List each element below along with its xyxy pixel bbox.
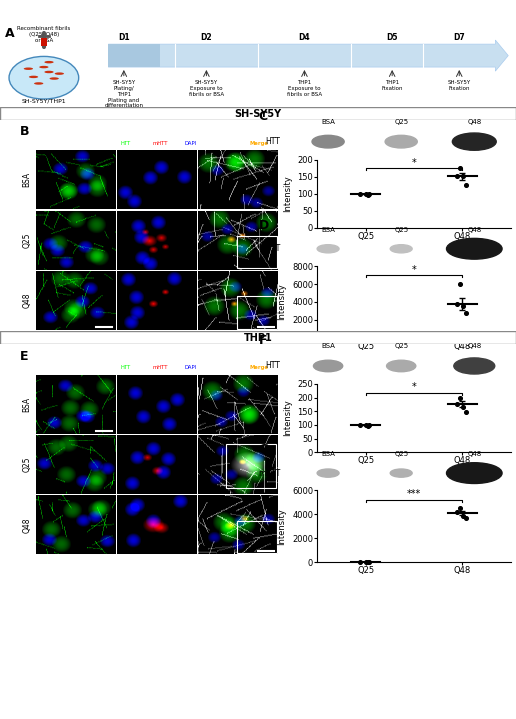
Text: Recombinant fibrils
(Q25, Q48)
or BSA: Recombinant fibrils (Q25, Q48) or BSA <box>17 26 71 42</box>
Ellipse shape <box>55 73 64 75</box>
Text: mHTT: mHTT <box>153 141 168 146</box>
Text: B: B <box>20 125 29 138</box>
Text: BSA: BSA <box>23 396 31 412</box>
Ellipse shape <box>44 61 54 63</box>
Point <box>364 420 372 431</box>
Text: D7: D7 <box>454 32 465 42</box>
Text: D: D <box>259 219 269 232</box>
Text: D1: D1 <box>118 32 130 42</box>
Text: *: * <box>412 383 416 393</box>
Text: BSA: BSA <box>321 119 335 125</box>
Text: Merge: Merge <box>249 141 268 146</box>
Text: Q25: Q25 <box>23 457 31 472</box>
Bar <box>236 236 277 268</box>
Circle shape <box>385 135 417 148</box>
Text: Q25: Q25 <box>394 227 408 233</box>
Text: D2: D2 <box>201 32 212 42</box>
Text: HTT: HTT <box>120 365 131 370</box>
Point <box>456 162 464 173</box>
Point <box>356 188 364 200</box>
Circle shape <box>317 244 339 253</box>
Point <box>361 557 369 568</box>
Text: ***: *** <box>407 490 421 500</box>
Text: Merge: Merge <box>249 365 268 370</box>
Ellipse shape <box>50 78 59 80</box>
Ellipse shape <box>39 66 49 68</box>
Point <box>459 510 467 521</box>
Text: DAPI: DAPI <box>185 365 197 370</box>
Text: mHTT: mHTT <box>143 125 171 134</box>
Point <box>365 556 374 567</box>
Text: SH-SY5Y
Plating/
THP1
Plating and
differentiation: SH-SY5Y Plating/ THP1 Plating and differ… <box>104 81 143 109</box>
Ellipse shape <box>44 70 54 73</box>
Text: SH-SY5Y: SH-SY5Y <box>234 109 282 119</box>
Text: HTT: HTT <box>67 349 86 358</box>
Point <box>459 401 467 413</box>
Point <box>453 506 461 518</box>
Text: SH-SY5Y/THP1: SH-SY5Y/THP1 <box>22 99 66 104</box>
Point <box>453 170 461 182</box>
Point <box>462 180 470 191</box>
FancyArrow shape <box>108 40 508 71</box>
Text: HTT: HTT <box>266 137 281 146</box>
Point <box>462 406 470 418</box>
Circle shape <box>453 133 496 150</box>
Text: DAPI: DAPI <box>185 141 197 146</box>
Text: mHTT: mHTT <box>143 349 171 358</box>
Y-axis label: Intensity: Intensity <box>278 508 286 545</box>
Text: THP1
Exposure to
fibrils or BSA: THP1 Exposure to fibrils or BSA <box>287 81 322 97</box>
Text: Phalloidin: Phalloidin <box>217 365 243 370</box>
Text: BSA: BSA <box>321 343 335 349</box>
Point <box>361 419 369 431</box>
Text: mHTT: mHTT <box>153 365 168 370</box>
Text: *: * <box>412 265 416 275</box>
Text: F: F <box>259 334 267 347</box>
Text: *: * <box>412 158 416 168</box>
Text: Q48: Q48 <box>467 452 481 457</box>
Y-axis label: Intensity: Intensity <box>278 283 286 321</box>
Point <box>356 556 364 567</box>
Bar <box>41 37 47 46</box>
Point <box>365 188 374 200</box>
Text: Q48: Q48 <box>467 343 481 349</box>
Point <box>364 332 372 344</box>
Text: Q48: Q48 <box>467 227 481 233</box>
Circle shape <box>390 469 412 477</box>
Point <box>459 170 467 182</box>
Text: mHTT: mHTT <box>259 469 281 477</box>
Bar <box>236 521 277 553</box>
Circle shape <box>454 358 495 374</box>
Text: Q25: Q25 <box>394 119 408 125</box>
Circle shape <box>312 135 344 148</box>
Text: Q25: Q25 <box>394 452 408 457</box>
Point <box>356 332 364 344</box>
Text: SH-SY5Y
Fixation: SH-SY5Y Fixation <box>448 81 471 91</box>
Text: THP1: THP1 <box>244 333 272 343</box>
Point <box>364 189 372 201</box>
Point <box>456 278 464 290</box>
Point <box>356 420 364 431</box>
Text: Seeding of endogenous Htt: Seeding of endogenous Htt <box>178 6 338 19</box>
Bar <box>236 296 277 329</box>
Point <box>462 307 470 319</box>
Point <box>453 398 461 410</box>
Text: THP1
Fixation: THP1 Fixation <box>381 81 403 91</box>
Ellipse shape <box>9 56 79 99</box>
Point <box>456 392 464 403</box>
Text: E: E <box>20 349 28 362</box>
Y-axis label: Intensity: Intensity <box>283 400 292 436</box>
Point <box>462 512 470 523</box>
Ellipse shape <box>29 75 38 78</box>
Text: Merge: Merge <box>223 125 253 134</box>
Ellipse shape <box>34 82 43 85</box>
Y-axis label: Intensity: Intensity <box>283 175 292 212</box>
Text: BSA: BSA <box>23 172 31 188</box>
Point <box>364 557 372 568</box>
Text: Q48: Q48 <box>23 517 31 533</box>
Ellipse shape <box>24 68 33 70</box>
Circle shape <box>390 244 412 253</box>
Text: Q25: Q25 <box>23 232 31 248</box>
Point <box>361 188 369 200</box>
Text: BSA: BSA <box>321 452 335 457</box>
Point <box>365 419 374 431</box>
